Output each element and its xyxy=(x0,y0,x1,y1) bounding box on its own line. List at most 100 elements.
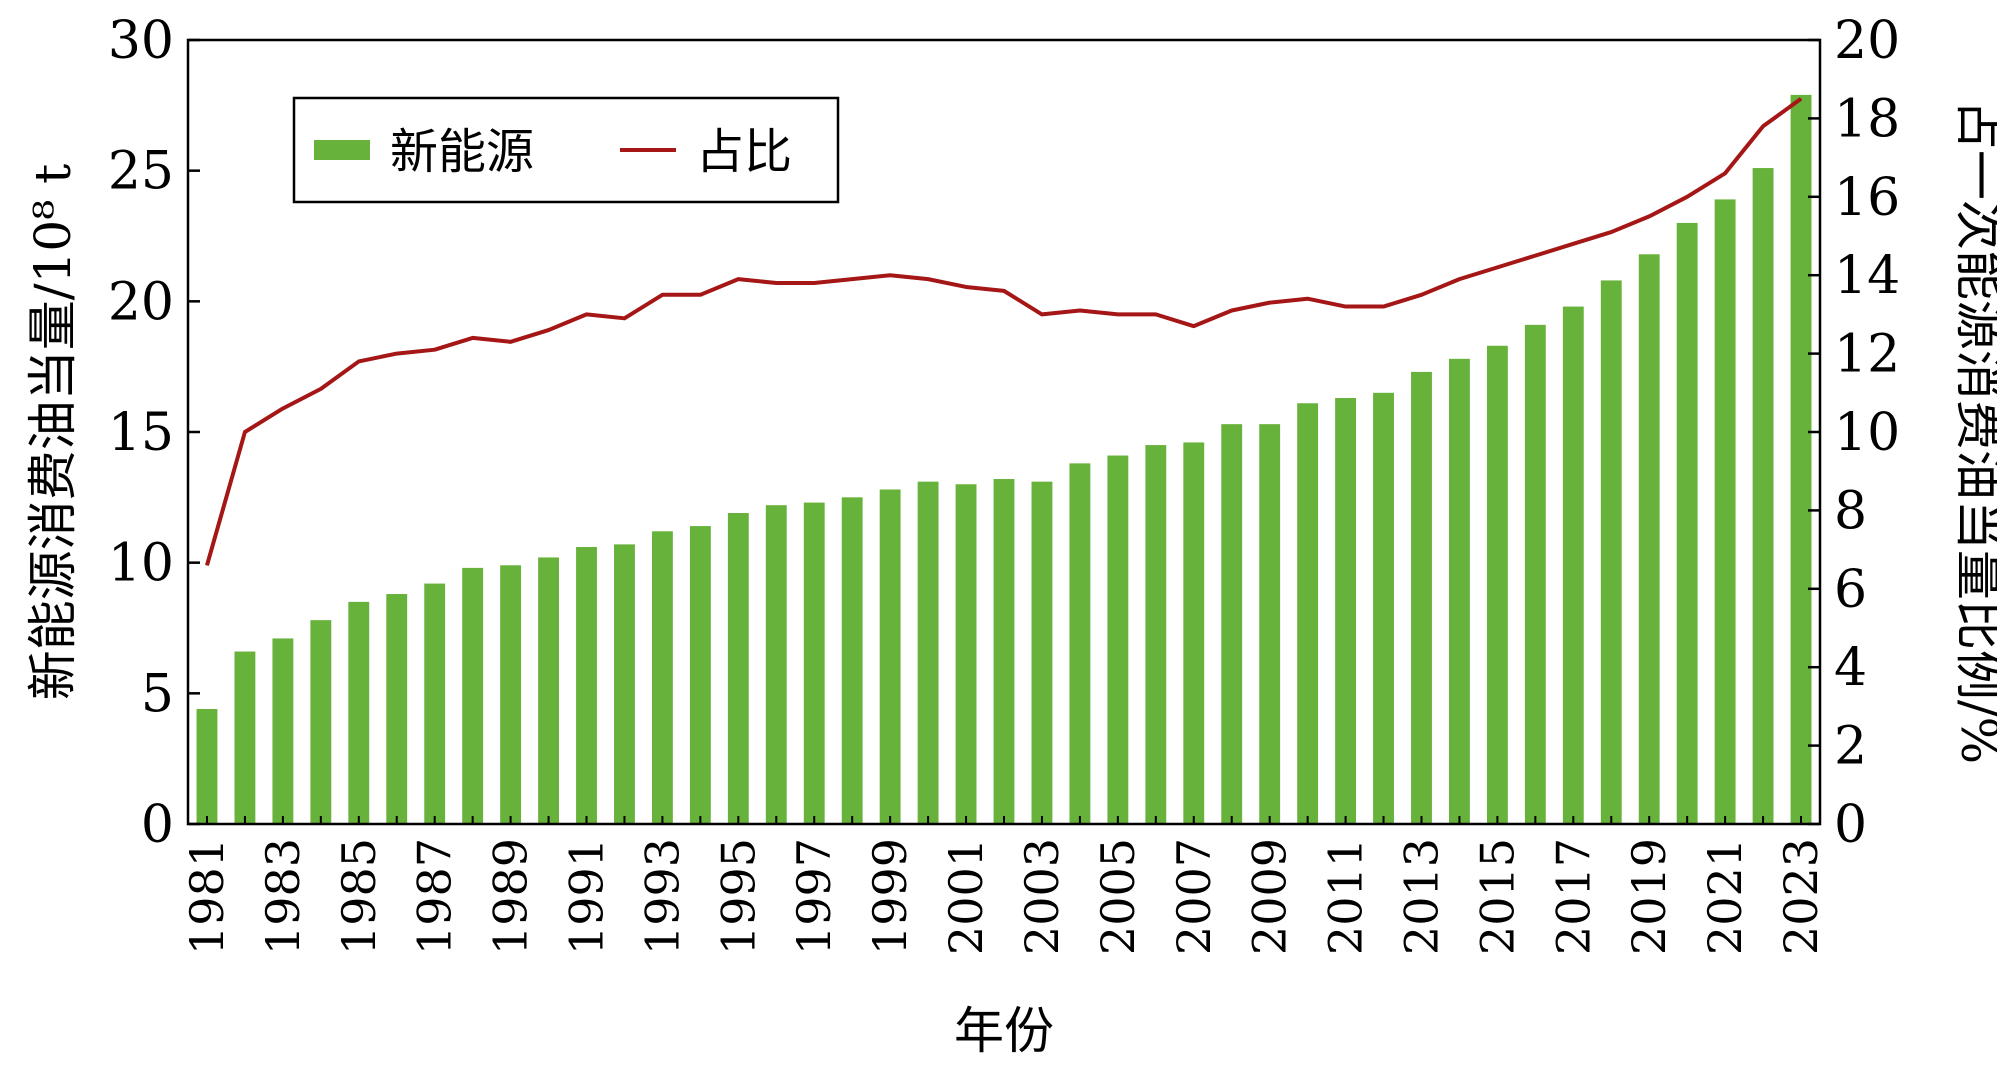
bar-2018 xyxy=(1600,280,1622,824)
right-axis-title: 占一次能源消费油当量比例/% xyxy=(1950,100,1997,764)
line-point-1997 xyxy=(813,282,815,284)
line-point-1984 xyxy=(320,388,322,390)
bar-1987 xyxy=(424,583,446,824)
right-tick-label: 4 xyxy=(1834,638,1867,698)
right-tick-label: 2 xyxy=(1834,717,1867,777)
line-point-2009 xyxy=(1269,302,1271,304)
left-tick-label: 10 xyxy=(108,534,174,594)
x-tick-label: 2005 xyxy=(1091,838,1145,955)
right-tick-label: 20 xyxy=(1834,11,1900,71)
x-tick-label: 2003 xyxy=(1015,838,1069,955)
line-point-1990 xyxy=(548,329,550,331)
line-point-1993 xyxy=(661,294,663,296)
x-tick-label: 2015 xyxy=(1470,838,1524,955)
x-tick-label: 1997 xyxy=(787,838,841,955)
bar-1990 xyxy=(538,557,559,824)
x-tick-label: 2011 xyxy=(1319,838,1373,955)
line-point-2021 xyxy=(1724,172,1726,174)
line-point-1989 xyxy=(510,341,512,343)
bar-1998 xyxy=(841,497,863,824)
line-point-2017 xyxy=(1572,243,1574,245)
bar-1986 xyxy=(386,594,408,824)
x-axis: 1981 1983 1985 1987 1989 1991 1993 1995 1997 1999… xyxy=(180,816,1828,955)
line-point-1998 xyxy=(851,278,853,280)
left-tick-label: 25 xyxy=(108,142,174,202)
right-axis: 0 2 4 6 8 10 12 14 16 18 20 xyxy=(1808,11,1900,855)
bar-2019 xyxy=(1638,254,1660,825)
left-tick-label: 30 xyxy=(108,11,174,71)
line-point-2010 xyxy=(1307,298,1309,300)
line-point-2015 xyxy=(1496,266,1498,268)
left-tick-label: 20 xyxy=(108,272,174,332)
line-point-2011 xyxy=(1345,306,1347,308)
x-tick-label: 2017 xyxy=(1546,838,1600,955)
bar-2017 xyxy=(1562,306,1584,824)
left-axis-title: 新能源消费油当量/10⁸ t xyxy=(24,164,82,701)
x-tick-label: 1987 xyxy=(408,838,462,955)
line-point-2000 xyxy=(927,278,929,280)
bar-2022 xyxy=(1752,168,1774,825)
line-point-1986 xyxy=(396,353,398,355)
x-tick-label: 2009 xyxy=(1243,838,1297,955)
bar-1999 xyxy=(879,489,901,824)
bar-1984 xyxy=(310,620,332,824)
line-point-2005 xyxy=(1117,313,1119,315)
line-point-2006 xyxy=(1155,313,1157,315)
bar-2020 xyxy=(1676,222,1698,824)
line-point-2016 xyxy=(1534,255,1536,257)
right-tick-label: 12 xyxy=(1834,325,1900,385)
line-point-1981 xyxy=(206,564,208,566)
line-point-1988 xyxy=(472,337,474,339)
bar-2016 xyxy=(1524,324,1546,824)
right-tick-label: 0 xyxy=(1834,795,1867,855)
bar-2011 xyxy=(1335,398,1357,824)
bar-1985 xyxy=(348,601,370,824)
left-tick-label: 15 xyxy=(108,403,174,463)
right-tick-label: 6 xyxy=(1834,560,1867,620)
line-point-2012 xyxy=(1383,306,1385,308)
bar-1983 xyxy=(272,638,294,824)
bar-2021 xyxy=(1714,199,1736,824)
bar-2012 xyxy=(1373,392,1394,824)
line-point-1987 xyxy=(434,349,436,351)
x-tick-label: 1981 xyxy=(180,838,234,955)
bar-2007 xyxy=(1183,442,1205,824)
line-point-2019 xyxy=(1648,215,1650,217)
line-point-2008 xyxy=(1231,309,1233,311)
right-tick-label: 14 xyxy=(1834,246,1900,306)
line-point-1992 xyxy=(623,317,625,319)
bar-1992 xyxy=(614,544,635,824)
line-point-2001 xyxy=(965,286,967,288)
line-point-2014 xyxy=(1458,278,1460,280)
line-point-2020 xyxy=(1686,196,1688,198)
line-point-2018 xyxy=(1610,231,1612,233)
bar-1993 xyxy=(651,531,673,824)
bar-1989 xyxy=(500,565,522,824)
left-tick-label: 5 xyxy=(141,664,174,724)
x-axis-title: 年份 xyxy=(954,1002,1054,1060)
bar-2010 xyxy=(1297,403,1319,824)
line-point-1995 xyxy=(737,278,739,280)
bar-2015 xyxy=(1486,345,1508,824)
bar-2003 xyxy=(1031,481,1053,824)
line-point-1991 xyxy=(586,313,588,315)
x-tick-label: 2023 xyxy=(1774,838,1828,955)
x-tick-label: 1995 xyxy=(711,838,765,955)
right-tick-label: 18 xyxy=(1834,89,1900,149)
bar-1996 xyxy=(765,505,787,824)
line-point-1999 xyxy=(889,274,891,276)
legend: 新能源 占比 xyxy=(292,96,840,204)
bar-2000 xyxy=(917,481,939,824)
bar-2014 xyxy=(1449,358,1470,824)
x-tick-label: 1993 xyxy=(635,838,689,955)
bar-1994 xyxy=(689,526,711,824)
line-point-1996 xyxy=(775,282,777,284)
x-tick-label: 1985 xyxy=(332,838,386,955)
line-point-2002 xyxy=(1003,290,1005,292)
bar-2004 xyxy=(1069,463,1091,824)
right-tick-label: 16 xyxy=(1834,168,1900,228)
legend-swatch-bar xyxy=(314,140,370,160)
line-point-2004 xyxy=(1079,309,1081,311)
line-point-2007 xyxy=(1193,325,1195,327)
